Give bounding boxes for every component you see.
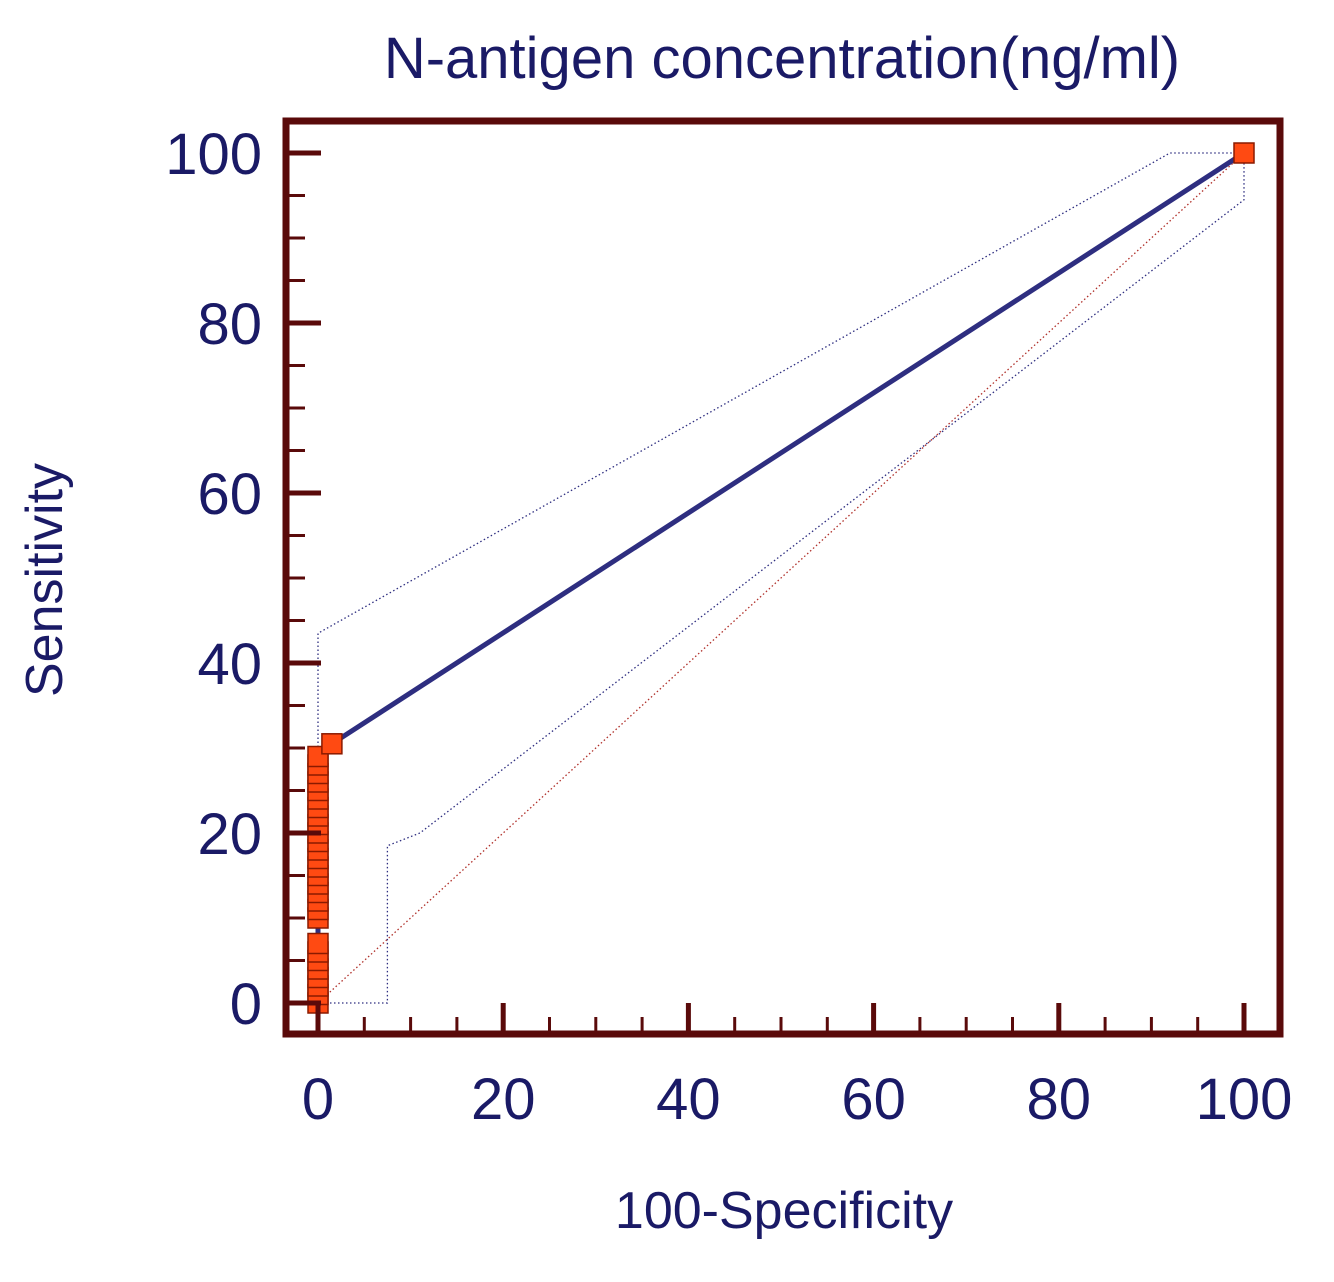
chart-title: N-antigen concentration(ng/ml) bbox=[384, 26, 1180, 91]
y-tick-label: 0 bbox=[230, 972, 262, 1037]
y-tick-label: 40 bbox=[197, 632, 262, 697]
x-axis-label: 100-Specificity bbox=[615, 1182, 953, 1240]
y-tick-label: 100 bbox=[165, 122, 262, 187]
x-tick-label: 60 bbox=[841, 1067, 906, 1132]
x-tick-label: 40 bbox=[656, 1067, 721, 1132]
x-tick-label: 100 bbox=[1196, 1067, 1293, 1132]
ci-lower-line bbox=[318, 153, 1245, 1004]
roc-point-marker bbox=[307, 932, 329, 955]
y-axis-label: Sensitivity bbox=[16, 463, 74, 697]
x-tick-label: 80 bbox=[1027, 1067, 1092, 1132]
y-tick-label: 20 bbox=[197, 802, 262, 867]
roc-point-marker bbox=[1233, 142, 1255, 164]
plot-frame bbox=[282, 117, 1284, 1038]
x-tick-label: 20 bbox=[471, 1067, 536, 1132]
reference-diagonal-line bbox=[317, 152, 1245, 1004]
x-tick-label: 0 bbox=[302, 1067, 334, 1132]
y-tick-label: 80 bbox=[197, 292, 262, 357]
roc-point-marker bbox=[321, 733, 343, 755]
y-tick-label: 60 bbox=[197, 462, 262, 527]
